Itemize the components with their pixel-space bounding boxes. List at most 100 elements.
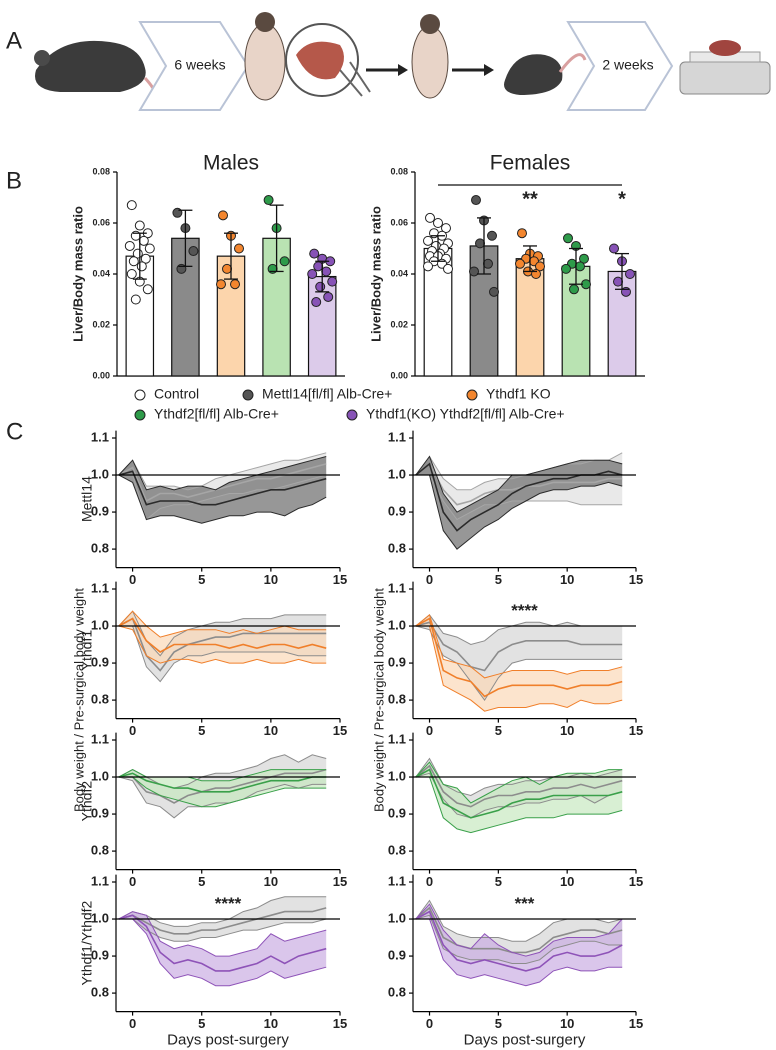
mean-line (415, 462, 623, 506)
mean-line (415, 764, 623, 808)
y-tick-label: 1.1 (388, 429, 406, 444)
data-point (188, 246, 199, 257)
y-tick-label: 1.0 (91, 910, 109, 925)
data-point (321, 266, 332, 277)
data-point (609, 243, 619, 254)
range-edge (415, 918, 623, 987)
x-tick-label: 5 (198, 874, 205, 889)
range-edge (118, 754, 327, 789)
x-tick-label: 15 (333, 572, 347, 587)
x-tick-label: 15 (629, 1016, 643, 1031)
legend-marker (242, 389, 254, 401)
x-axis-label: Days post-surgery (167, 1032, 289, 1049)
range-band (415, 904, 623, 986)
mouse-icon (244, 23, 286, 101)
data-point (222, 263, 232, 274)
mean-line (118, 907, 327, 935)
step-label: 2 weeks (602, 57, 653, 73)
x-tick-label: 15 (629, 723, 643, 738)
data-point (483, 258, 493, 269)
range-edge (118, 625, 327, 683)
panel-label: B (6, 167, 22, 194)
data-point (471, 195, 481, 206)
mean-line (118, 463, 327, 503)
x-tick-label: 5 (495, 874, 502, 889)
range-edge (118, 776, 327, 808)
legend-label: Mettl14[fl/fl] Alb-Cre+ (262, 386, 392, 402)
range-edge (118, 625, 327, 664)
y-tick-label: 0.9 (91, 805, 109, 820)
significance: * (618, 188, 626, 210)
data-point (423, 235, 433, 246)
range-edge (415, 474, 623, 521)
data-point (134, 220, 145, 231)
data-point (313, 261, 324, 272)
x-tick-label: 5 (495, 572, 502, 587)
y-tick-label: 1.1 (91, 580, 109, 595)
x-tick-label: 15 (629, 874, 643, 889)
y-tick-label: 0.8 (388, 692, 406, 707)
data-point (487, 230, 497, 241)
scissors (339, 61, 371, 97)
x-axis-label: Days post-surgery (464, 1032, 586, 1049)
y-tick-label: 1.1 (388, 873, 406, 888)
data-point (307, 269, 318, 279)
liver-icon (709, 40, 741, 56)
mean-line (118, 914, 327, 972)
y-tick-label: 0.9 (91, 654, 109, 669)
legend-marker (346, 409, 358, 421)
shared-y-label: Body weight / Pre-surgical body weight (371, 588, 386, 812)
range-edge (415, 776, 623, 834)
data-point (625, 269, 635, 279)
range-edge (415, 614, 623, 679)
x-tick-label: 15 (333, 1016, 347, 1031)
data-point (517, 228, 527, 239)
y-tick-label: 1.0 (388, 768, 406, 783)
y-tick-label: 0.8 (388, 843, 406, 858)
chevron (566, 21, 674, 111)
x-tick-label: 10 (264, 1016, 278, 1031)
data-point (234, 243, 244, 254)
data-point (230, 279, 240, 290)
data-point (138, 235, 149, 246)
row-label: Ythdf1/Ythdf2 (79, 900, 95, 985)
y-tick-label: 1.1 (91, 429, 109, 444)
shared-y-label: Body weight / Pre-surgical body weight (71, 588, 86, 812)
data-point (327, 276, 338, 287)
scale-icon (679, 61, 771, 95)
y-tick-label: 0.06 (390, 217, 408, 227)
y-tick-label: 0.08 (92, 166, 110, 176)
mean-line (118, 470, 327, 506)
data-point (218, 210, 228, 221)
range-edge (118, 610, 327, 638)
range-band (118, 896, 327, 942)
x-tick-label: 5 (495, 723, 502, 738)
data-point (263, 195, 274, 206)
mean-line (415, 768, 623, 819)
mouse-icon (35, 40, 146, 92)
mouse-ear (34, 50, 50, 66)
range-edge (118, 452, 327, 491)
arrow-head (398, 64, 408, 76)
y-tick-label: 0.8 (91, 692, 109, 707)
mouse-head (255, 12, 275, 32)
data-point (613, 276, 623, 287)
panel-label: C (6, 418, 23, 445)
legend-marker (134, 409, 146, 421)
range-edge (415, 474, 623, 550)
x-tick-label: 5 (198, 723, 205, 738)
legend-label: Ythdf2[fl/fl] Alb-Cre+ (154, 406, 279, 422)
range-band (415, 614, 623, 701)
mean-line (118, 617, 327, 653)
y-tick-label: 0.8 (388, 541, 406, 556)
y-tick-label: 1.0 (388, 466, 406, 481)
bar (515, 258, 545, 377)
data-point (128, 256, 139, 267)
range-edge (415, 452, 623, 491)
significance: **** (215, 894, 242, 913)
data-point (311, 297, 322, 308)
data-point (561, 263, 571, 274)
x-tick-label: 0 (426, 1016, 433, 1031)
x-tick-label: 10 (264, 723, 278, 738)
data-point (142, 284, 153, 295)
